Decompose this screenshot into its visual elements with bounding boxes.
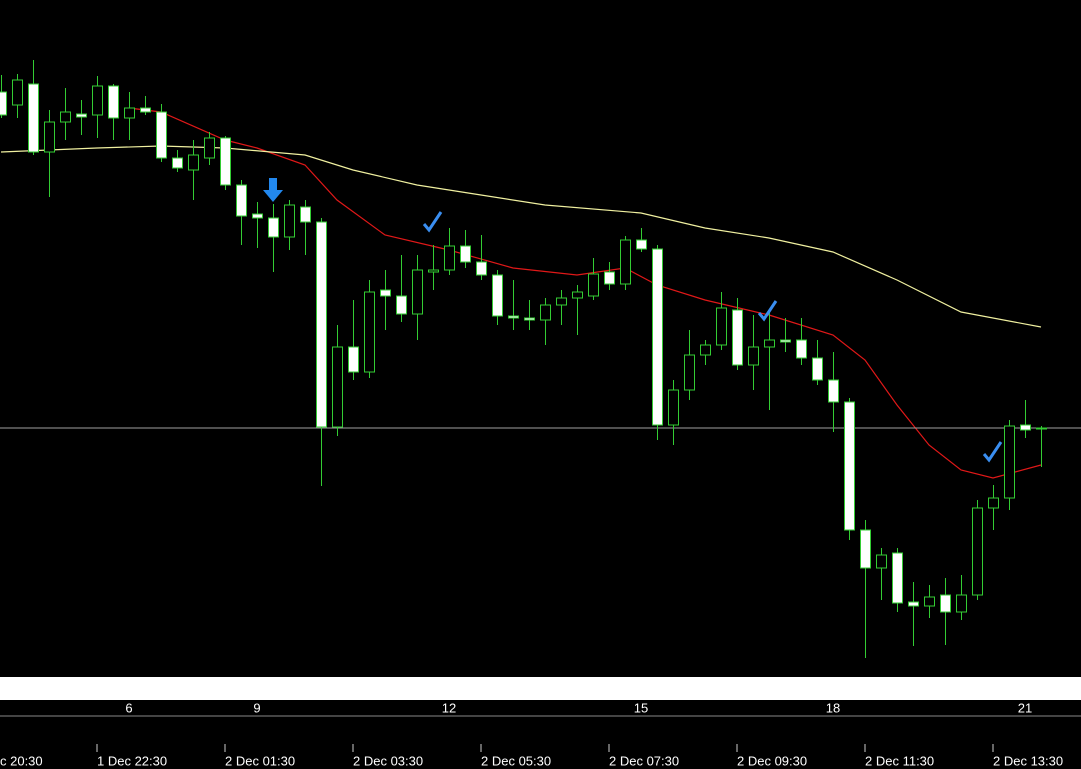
candle-body	[108, 85, 119, 119]
index-label: 9	[253, 700, 260, 715]
candle-body	[1004, 425, 1015, 499]
candle-body	[428, 269, 439, 273]
candle-body	[1036, 427, 1047, 430]
candle-body	[204, 137, 215, 159]
candle-body	[860, 529, 871, 569]
candle-body	[76, 113, 87, 118]
x-tick-label: 2 Dec 13:30	[993, 753, 1063, 768]
candle-body	[620, 239, 631, 285]
x-tick-label: c 20:30	[0, 753, 43, 768]
candle-body	[876, 554, 887, 569]
candle-body	[92, 85, 103, 116]
candle-body	[764, 339, 775, 348]
x-tick-label: 2 Dec 09:30	[737, 753, 807, 768]
x-tick-label: 2 Dec 05:30	[481, 753, 551, 768]
x-tick-label: 2 Dec 01:30	[225, 753, 295, 768]
candle-body	[700, 344, 711, 356]
candle-body	[268, 217, 279, 238]
candle-body	[892, 552, 903, 604]
candle-body	[44, 121, 55, 153]
candle-body	[972, 507, 983, 596]
candle-body	[988, 497, 999, 509]
candle-body	[380, 289, 391, 297]
candle-body	[284, 204, 295, 238]
candle-body	[28, 83, 39, 153]
candle-body	[12, 79, 23, 106]
candle-body	[316, 221, 327, 428]
x-tick-label: 2 Dec 11:30	[865, 753, 934, 768]
candle-body	[348, 346, 359, 373]
candle-body	[716, 307, 727, 346]
candle-body	[0, 91, 7, 116]
candle-body	[796, 339, 807, 359]
candle-body	[812, 357, 823, 381]
candle-body	[364, 291, 375, 373]
candle-body	[540, 304, 551, 321]
candle-body	[220, 137, 231, 186]
candle-body	[652, 248, 663, 426]
candle-body	[556, 297, 567, 306]
candle-body	[1020, 424, 1031, 431]
x-tick-label: 1 Dec 22:30	[97, 753, 167, 768]
candle-body	[60, 111, 71, 123]
candle-body	[636, 239, 647, 250]
candle-body	[476, 261, 487, 276]
candle-body	[300, 206, 311, 223]
candle-body	[940, 594, 951, 613]
signal-check	[422, 211, 443, 233]
candle-body	[156, 111, 167, 159]
candle-body	[444, 245, 455, 271]
index-label: 18	[826, 700, 840, 715]
candle-body	[748, 346, 759, 366]
candle-body	[492, 274, 503, 317]
candle-body	[140, 107, 151, 113]
index-label: 21	[1018, 700, 1032, 715]
signal-check	[757, 300, 778, 322]
candle-body	[828, 379, 839, 403]
signal-check	[982, 441, 1003, 463]
candle-body	[252, 213, 263, 219]
candle-body	[684, 354, 695, 391]
candle-body	[732, 309, 743, 366]
candle-body	[924, 596, 935, 607]
candle-body	[588, 273, 599, 297]
candle-body	[508, 315, 519, 319]
candle-body	[956, 594, 967, 613]
index-label: 12	[442, 700, 456, 715]
candle-body	[332, 346, 343, 428]
candle-body	[572, 291, 583, 299]
scrollbar-strip	[0, 677, 1081, 700]
candle-body	[524, 317, 535, 321]
candle-body	[412, 269, 423, 315]
signal-arrow	[263, 178, 283, 202]
candle-body	[844, 401, 855, 531]
x-tick-label: 2 Dec 03:30	[353, 753, 423, 768]
candle-body	[780, 339, 791, 343]
index-label: 6	[125, 700, 132, 715]
candle-body	[604, 271, 615, 285]
candle-body	[236, 184, 247, 217]
candle-body	[188, 154, 199, 171]
candle-body	[172, 157, 183, 169]
candle-body	[668, 389, 679, 426]
candle-body	[460, 245, 471, 263]
index-label: 15	[634, 700, 648, 715]
candle-body	[908, 601, 919, 607]
candle-body	[396, 295, 407, 315]
x-tick-label: 2 Dec 07:30	[609, 753, 679, 768]
plot-area	[0, 60, 1081, 658]
signals	[263, 178, 1003, 463]
candle-body	[124, 107, 135, 119]
